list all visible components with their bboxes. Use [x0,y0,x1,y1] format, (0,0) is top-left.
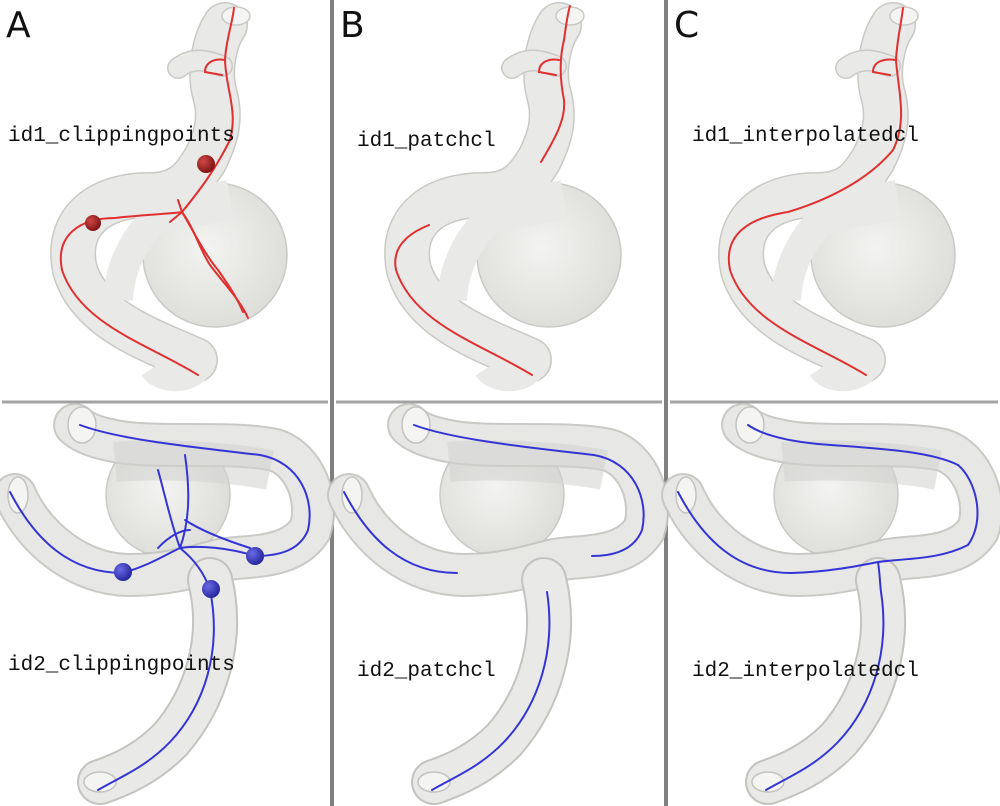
centerline-network-a-top [59,7,249,376]
centerline-patch-b-top [394,5,571,376]
panel-b-top-model [395,6,621,381]
label-c-top: id1_interpolatedcl [692,125,919,148]
clipping-point-b1 [114,563,132,581]
panel-c-bottom-model [676,407,981,792]
panel-a-top-model [61,7,287,381]
column-letter-a: A [6,5,31,46]
centerline-patch-b-bottom [343,424,645,791]
centerline-network-a-bottom [9,424,311,791]
clipping-point-b2 [202,580,220,598]
clipping-point-b3 [246,547,264,565]
panel-b-bottom-model [342,407,647,792]
label-a-bottom: id2_clippingpoints [8,654,235,677]
column-letter-c: C [674,5,700,46]
panel-c-top-model [729,7,955,381]
label-a-top: id1_clippingpoints [8,125,235,148]
centerline-interpolated-c-top [727,7,904,376]
clipping-point-a2 [197,155,215,173]
clipping-point-a1 [85,215,101,231]
column-letter-b: B [340,5,365,46]
centerline-interpolated-c-bottom [677,424,979,791]
label-c-bottom: id2_interpolatedcl [692,660,919,683]
label-b-top: id1_patchcl [357,130,496,153]
panel-a-bottom-model [8,407,313,792]
label-b-bottom: id2_patchcl [357,660,496,683]
